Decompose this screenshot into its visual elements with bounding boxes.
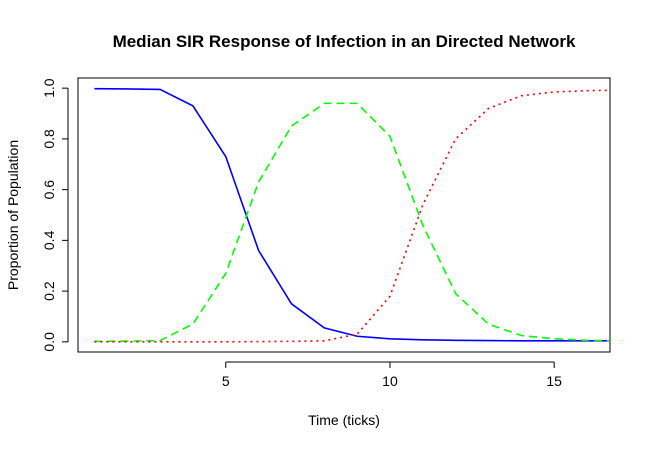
series-line-3 [94, 89, 610, 343]
y-tick-label: 0.0 [41, 332, 57, 352]
series-line-2 [94, 102, 610, 343]
y-axis-label: Proportion of Population [5, 140, 21, 290]
series-line-1 [94, 87, 610, 342]
y-tick-label: 0.4 [41, 230, 57, 250]
y-tick-label: 1.0 [41, 78, 57, 98]
y-axis: 0.0 0.2 0.4 0.6 0.8 1.0 [41, 78, 69, 352]
y-tick-label: 0.6 [41, 180, 57, 200]
chart-title: Median SIR Response of Infection in an D… [113, 32, 576, 51]
y-tick-label: 0.8 [41, 129, 57, 149]
x-axis: 5 10 15 [222, 361, 562, 389]
x-tick-label: 5 [222, 373, 230, 389]
x-tick-label: 10 [382, 373, 398, 389]
plot-frame [77, 77, 611, 353]
y-tick-label: 0.2 [41, 281, 57, 301]
x-axis-label: Time (ticks) [308, 412, 380, 428]
x-tick-label: 15 [546, 373, 562, 389]
series-layer [94, 87, 610, 343]
